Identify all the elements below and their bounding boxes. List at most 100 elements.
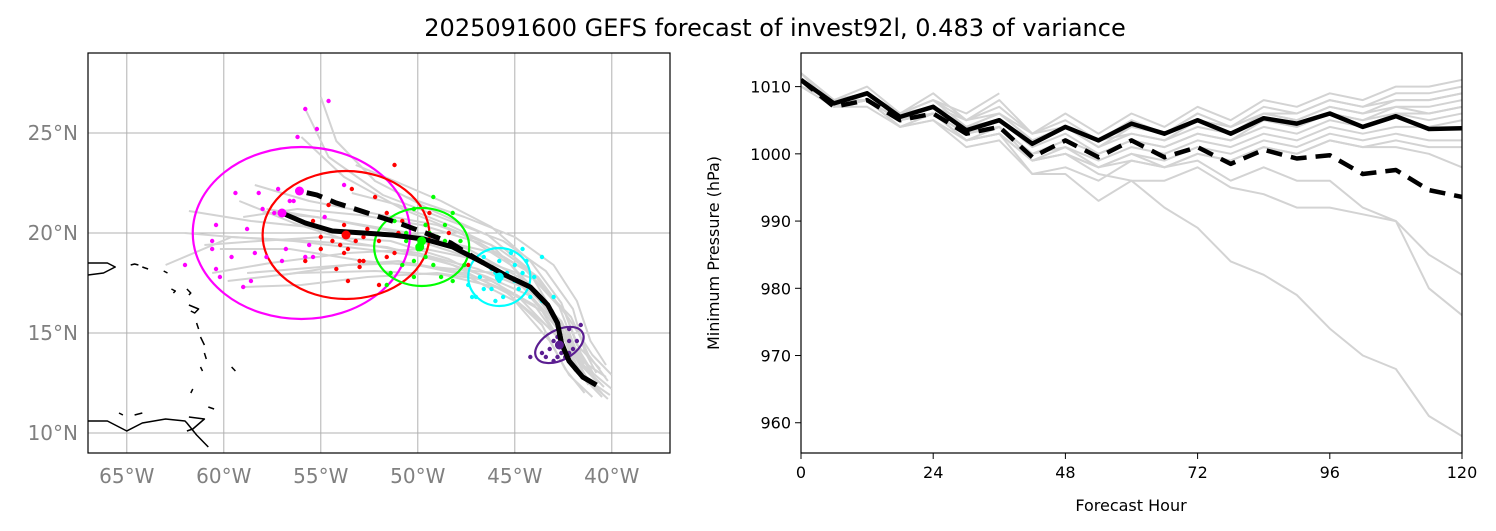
map-lon-tick-label: 65°W [99, 464, 154, 488]
map-scatter-point [431, 262, 436, 268]
map-scatter-point [551, 338, 556, 344]
map-scatter-point [520, 270, 525, 276]
map-scatter-point [466, 282, 471, 288]
map-scatter-point [559, 350, 564, 356]
map-scatter-point [275, 186, 281, 192]
map-lat-tick-label: 25°N [28, 121, 78, 145]
pressure-member-line [801, 79, 1000, 115]
map-init-point [294, 186, 304, 196]
map-scatter-point [306, 242, 312, 248]
map-scatter-point [213, 266, 219, 272]
map-scatter-point [462, 262, 467, 268]
map-scatter-point [365, 226, 370, 232]
map-scatter-point [361, 258, 366, 264]
pressure-y-tick-label: 1010 [750, 78, 791, 97]
map-scatter-point [341, 222, 347, 228]
map-scatter-point [303, 254, 308, 260]
map-scatter-point [392, 250, 397, 256]
map-scatter-point [295, 134, 300, 140]
map-scatter-point [241, 284, 246, 290]
map-scatter-point [411, 258, 417, 264]
map-scatter-point [446, 230, 452, 236]
map-scatter-point [303, 258, 308, 264]
map-panel: 65°W 60°W 55°W 50°W 45°W 40°W 10°N 15°N 20°N 25°N [28, 52, 671, 488]
map-coastline [142, 266, 149, 270]
map-init-point [554, 340, 564, 350]
map-scatter-point [411, 274, 417, 280]
map-scatter-point [512, 262, 517, 268]
map-scatter-point [427, 210, 432, 216]
map-scatter-point [570, 346, 576, 352]
map-init-point [494, 272, 504, 282]
map-scatter-point [213, 222, 219, 228]
map-scatter-point [272, 210, 277, 216]
map-init-point [277, 208, 287, 218]
map-scatter-point [466, 262, 471, 268]
map-scatter-point [481, 254, 486, 260]
map-coastline [134, 412, 143, 416]
map-scatter-point [229, 254, 234, 260]
map-scatter-point [310, 218, 316, 224]
map-scatter-point [547, 346, 552, 352]
map-scatter-point [217, 274, 223, 280]
map-coastline [186, 288, 192, 296]
map-scatter-point [528, 354, 533, 360]
map-scatter-point [338, 242, 343, 248]
map-scatter-point [291, 198, 296, 204]
map-lat-tick-label: 15°N [28, 321, 78, 345]
map-scatter-point [539, 350, 545, 356]
pressure-y-tick-label: 990 [760, 212, 791, 231]
map-scatter-point [318, 234, 323, 240]
map-scatter-point [326, 202, 331, 208]
map-member-track [405, 196, 607, 366]
map-scatter-point [376, 238, 382, 244]
map-member-track [351, 192, 613, 376]
map-scatter-point [539, 254, 545, 260]
map-scatter-point [264, 254, 269, 260]
map-scatter-point [551, 358, 556, 364]
map-scatter-point [574, 338, 580, 344]
map-scatter-point [361, 234, 366, 240]
map-scatter-point [345, 246, 351, 252]
pressure-member-line [801, 85, 1462, 182]
pressure-x-tick-label: 0 [796, 463, 806, 482]
map-scatter-point [524, 258, 529, 264]
pressure-x-tick-label: 72 [1187, 463, 1207, 482]
map-init-points [277, 186, 564, 350]
map-coastline [231, 366, 236, 372]
map-uncertainty-ellipse [191, 145, 412, 321]
pressure-x-tick-label: 96 [1320, 463, 1340, 482]
pressure-ticks: 0 24 48 72 96 120 960 970 980 990 1000 1010 [750, 78, 1477, 482]
map-member-track [243, 208, 592, 372]
map-scatter-point [500, 294, 506, 300]
map-coastline [195, 322, 200, 330]
map-scatter-point [551, 294, 556, 300]
map-scatter-point [345, 278, 351, 284]
map-scatter-point [349, 186, 355, 192]
map-scatter-point [528, 294, 533, 300]
map-scatter-point [334, 266, 339, 272]
map-lon-tick-label: 60°W [196, 464, 251, 488]
map-lat-tick-label: 10°N [28, 421, 78, 445]
map-scatter-point [353, 238, 358, 244]
map-scatter-point [423, 254, 428, 260]
map-coastline [130, 263, 139, 266]
map-scatter-point [357, 258, 362, 264]
map-member-track [319, 96, 607, 378]
map-scatter-point [411, 206, 417, 212]
map-scatter-point [388, 270, 393, 276]
map-scatter-point [555, 354, 560, 360]
map-coastline [188, 304, 200, 314]
map-scatter-point [287, 198, 292, 204]
pressure-x-tick-label: 24 [923, 463, 943, 482]
map-coastline [199, 336, 206, 346]
pressure-solid-line [801, 78, 1462, 147]
map-scatter-point [244, 226, 250, 232]
map-scatter-point [279, 258, 285, 264]
map-scatter-point [497, 258, 502, 264]
map-scatter-point [252, 250, 258, 256]
pressure-y-tick-label: 980 [760, 279, 791, 298]
pressure-x-tick-label: 48 [1055, 463, 1075, 482]
pressure-mean-lines [801, 78, 1462, 200]
